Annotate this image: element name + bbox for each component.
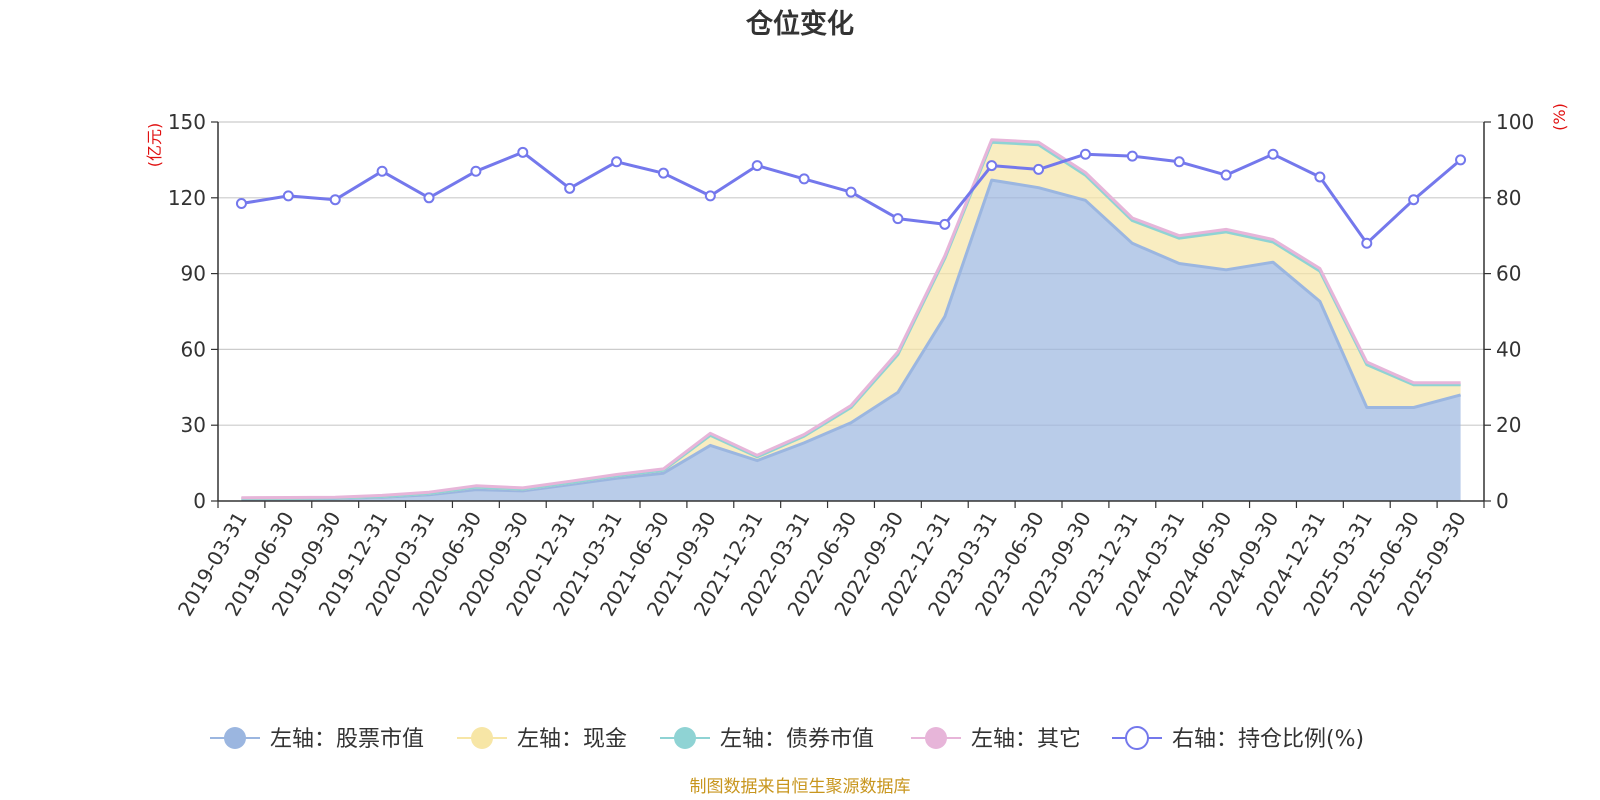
legend-item[interactable]: 右轴：持仓比例(%): [1112, 726, 1364, 752]
legend-marker: [224, 727, 246, 749]
right-tick-label: 60: [1496, 262, 1521, 286]
legend-marker: [674, 727, 696, 749]
right-tick-label: 80: [1496, 186, 1521, 210]
ratio-point: [1079, 148, 1091, 160]
ratio-point: [1033, 163, 1045, 175]
ratio-point: [892, 213, 904, 225]
area-左轴：现金: [241, 142, 1461, 499]
ratio-point: [329, 194, 341, 206]
x-axis-labels: 2019-03-312019-06-302019-09-302019-12-31…: [173, 508, 1471, 621]
area-outline-左轴：股票市值: [241, 178, 1461, 501]
legend-item[interactable]: 左轴：债券市值: [660, 727, 874, 752]
ratio-point: [939, 218, 951, 230]
ratio-point: [1267, 148, 1279, 160]
legend-marker: [471, 727, 493, 749]
legend-label: 左轴：股票市值: [270, 727, 424, 752]
ratio-point: [611, 156, 623, 168]
ratio-point: [751, 160, 763, 172]
ratio-point: [1173, 156, 1185, 168]
right-tick-label: 40: [1496, 337, 1521, 361]
ratio-point: [798, 173, 810, 185]
legend-label: 左轴：其它: [971, 727, 1081, 752]
area-series: [241, 138, 1461, 501]
area-左轴：股票市值: [241, 180, 1461, 501]
legend-item[interactable]: 左轴：现金: [457, 727, 627, 752]
ratio-point: [1408, 194, 1420, 206]
chart-title: 仓位变化: [745, 8, 854, 40]
legend-marker: [925, 727, 947, 749]
left-tick-label: 120: [168, 186, 206, 210]
axes: 0 30 60 90 120 150 0 20 40 60 80 100: [168, 110, 1534, 513]
left-tick-label: 90: [181, 262, 206, 286]
ratio-point: [423, 192, 435, 204]
left-tick-label: 0: [193, 489, 206, 513]
ratio-point: [845, 186, 857, 198]
right-tick-label: 100: [1496, 110, 1534, 134]
ratio-point: [376, 165, 388, 177]
legend[interactable]: 左轴：股票市值 左轴：现金 左轴：债券市值 左轴：其它 右轴：持仓比例(%): [210, 726, 1364, 752]
left-tick-label: 150: [168, 110, 206, 134]
right-axis-unit: (%): [1550, 103, 1569, 131]
left-tick-label: 30: [181, 413, 206, 437]
legend-item[interactable]: 左轴：股票市值: [210, 727, 424, 752]
ratio-point: [704, 190, 716, 202]
data-source-note: 制图数据来自恒生聚源数据库: [690, 777, 911, 797]
ratio-point: [517, 146, 529, 158]
ratio-point: [986, 160, 998, 172]
legend-label: 左轴：现金: [517, 727, 627, 752]
legend-label: 左轴：债券市值: [720, 727, 874, 752]
legend-marker: [1125, 726, 1149, 750]
ratio-point: [657, 167, 669, 179]
left-tick-label: 60: [181, 337, 206, 361]
ratio-point: [1361, 237, 1373, 249]
right-tick-label: 20: [1496, 413, 1521, 437]
ratio-line-series: [235, 146, 1467, 249]
ratio-point: [1314, 171, 1326, 183]
ratio-point: [1455, 154, 1467, 166]
ratio-point: [1220, 169, 1232, 181]
left-axis-unit: (亿元): [145, 123, 164, 168]
ratio-point: [564, 182, 576, 194]
ratio-point: [282, 190, 294, 202]
ratio-point: [235, 197, 247, 209]
ratio-point: [470, 165, 482, 177]
legend-item[interactable]: 左轴：其它: [911, 727, 1081, 752]
ratio-point: [1126, 150, 1138, 162]
legend-label: 右轴：持仓比例(%): [1172, 727, 1364, 752]
area-outline-左轴：其它: [241, 138, 1461, 500]
right-tick-label: 0: [1496, 489, 1509, 513]
